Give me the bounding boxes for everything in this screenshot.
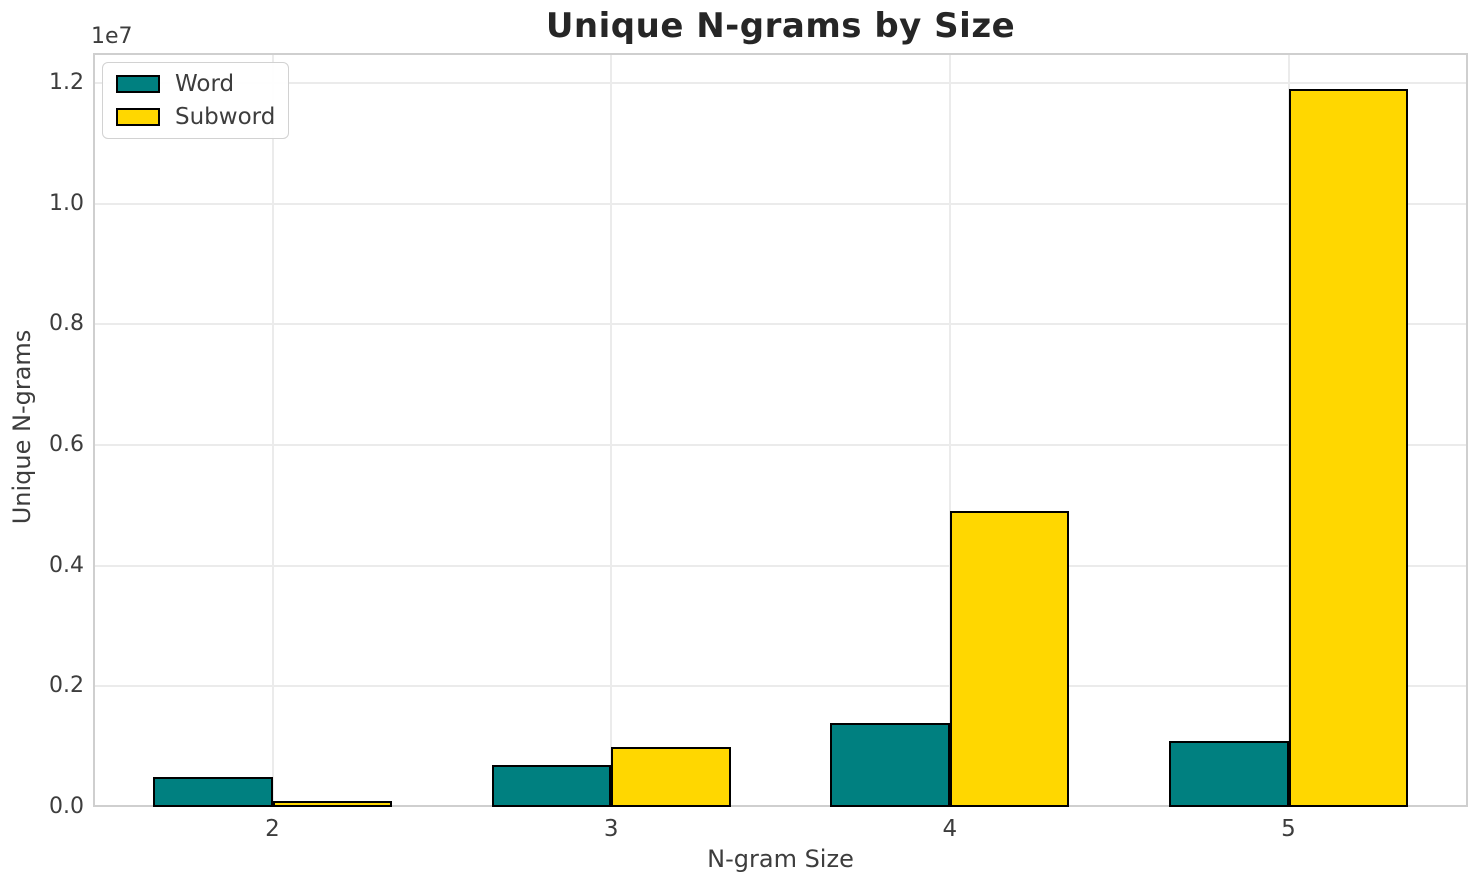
- legend-entry-subword: Subword: [116, 105, 275, 129]
- bar-word-ngram-3: [491, 764, 612, 807]
- v-gridline: [271, 53, 274, 807]
- h-gridline: [93, 82, 1468, 85]
- h-gridline: [93, 444, 1468, 447]
- x-tick-label: 3: [603, 816, 619, 842]
- h-gridline: [93, 202, 1468, 205]
- x-tick-label: 5: [1281, 816, 1296, 842]
- bar-word-ngram-5: [1169, 740, 1289, 807]
- legend: Word Subword: [102, 62, 290, 139]
- x-axis-label: N-gram Size: [707, 845, 854, 873]
- bar-word-ngram-4: [830, 722, 950, 807]
- plot-frame: [93, 53, 1468, 807]
- y-tick-label: 0.0: [49, 794, 84, 819]
- plot-area: [93, 53, 1468, 807]
- v-gridline: [610, 53, 613, 807]
- y-tick-label: 1.2: [49, 70, 84, 96]
- y-tick-label: 1.0: [49, 190, 84, 216]
- legend-label-word: Word: [175, 71, 235, 97]
- subword-series-swatch-icon: [116, 108, 160, 126]
- x-tick-label: 4: [942, 816, 958, 842]
- y-tick-label: 0.8: [49, 311, 84, 337]
- bar-subword-ngram-2: [272, 800, 392, 807]
- word-series-swatch-icon: [116, 75, 160, 93]
- legend-entry-word: Word: [116, 72, 275, 96]
- chart-title: Unique N-grams by Size: [545, 6, 1016, 46]
- bar-subword-ngram-3: [611, 746, 731, 807]
- y-axis-label: Unique N-grams: [8, 329, 36, 525]
- h-gridline: [93, 323, 1468, 326]
- y-tick-label: 0.2: [49, 673, 84, 699]
- bar-subword-ngram-4: [949, 511, 1070, 807]
- v-gridline: [948, 53, 951, 807]
- h-gridline: [93, 685, 1468, 688]
- legend-label-subword: Subword: [175, 104, 276, 130]
- h-gridline: [93, 564, 1468, 567]
- x-tick-label: 2: [265, 816, 280, 842]
- y-axis-offset-text: 1e7: [91, 24, 133, 49]
- y-tick-label: 0.6: [49, 432, 84, 458]
- bar-word-ngram-2: [153, 776, 273, 807]
- bar-subword-ngram-5: [1288, 89, 1408, 807]
- y-tick-label: 0.4: [49, 552, 84, 578]
